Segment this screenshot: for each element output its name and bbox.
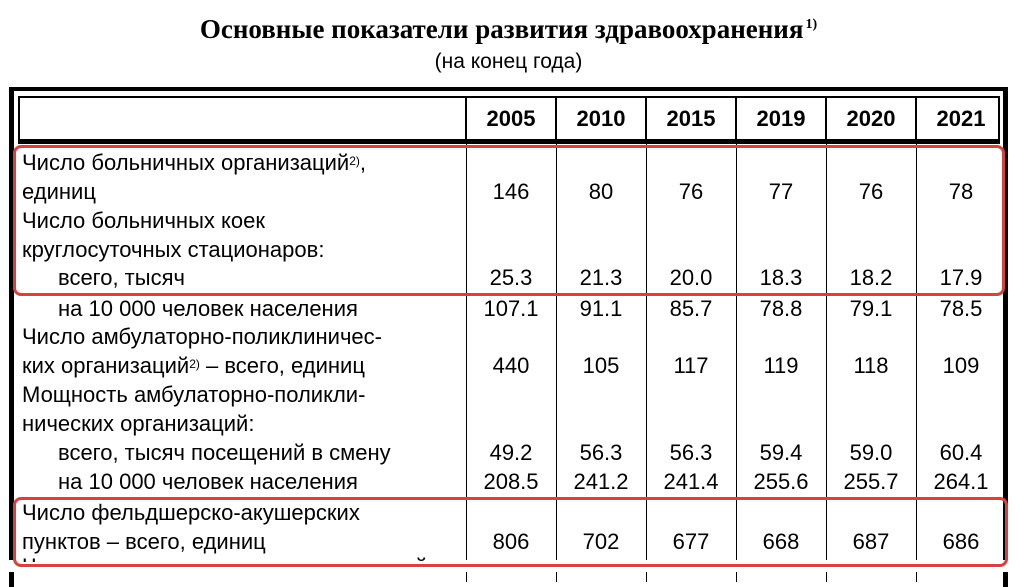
year-header: 2005 bbox=[486, 106, 536, 131]
table-cell: 107.1 bbox=[483, 296, 539, 321]
header-divider bbox=[735, 96, 737, 142]
row-label-feldsher-posts: Число фельдшерско-акушерских bbox=[22, 500, 360, 525]
table-cell: 687 bbox=[852, 529, 890, 554]
row-label-capacity: Мощность амбулаторно-поликли- bbox=[22, 382, 366, 407]
year-header: 2021 bbox=[936, 106, 986, 131]
row-label-capacity-cont: нических организаций: bbox=[22, 411, 255, 436]
header-divider bbox=[915, 96, 917, 142]
table-cell: 241.4 bbox=[663, 469, 719, 494]
header-divider bbox=[645, 96, 647, 142]
row-label-beds: Число больничных коек bbox=[22, 208, 265, 233]
header-rule bbox=[18, 141, 1000, 144]
table-cell: 241.2 bbox=[573, 469, 629, 494]
table-cell: 85.7 bbox=[669, 296, 713, 321]
page-title: Основные показатели развития здравоохран… bbox=[199, 14, 818, 44]
table-cell: 440 bbox=[492, 353, 530, 378]
table-cell: 56.3 bbox=[579, 440, 623, 465]
row-label-hospital-orgs-unit: единиц bbox=[22, 179, 96, 204]
column-divider bbox=[826, 142, 827, 582]
table-cell: 208.5 bbox=[483, 469, 539, 494]
table-cell: 18.2 bbox=[849, 265, 893, 290]
year-header: 2020 bbox=[846, 106, 896, 131]
row-label-hospital-orgs: Число больничных организаций2), bbox=[22, 150, 366, 175]
year-header: 2019 bbox=[756, 106, 806, 131]
row-label-feldsher-posts-cont: пунктов – всего, единиц bbox=[22, 529, 266, 554]
row-label-beds-cont: круглосуточных стационаров: bbox=[22, 237, 325, 262]
table-cell: 264.1 bbox=[933, 469, 989, 494]
table-cell: 119 bbox=[763, 353, 799, 378]
table-cell: 255.7 bbox=[843, 469, 899, 494]
page-subtitle: (на конец года) bbox=[434, 50, 583, 73]
table-cell: 255.6 bbox=[753, 469, 809, 494]
table-cell: 76 bbox=[678, 179, 704, 204]
row-label-beds-total: всего, тысяч bbox=[58, 265, 185, 290]
year-header: 2015 bbox=[666, 106, 716, 131]
table-cell: 146 bbox=[492, 179, 530, 204]
table-cell: 117 bbox=[673, 353, 709, 378]
table-cell: 49.2 bbox=[489, 440, 533, 465]
table-frame bbox=[9, 87, 1008, 587]
table-cell: 806 bbox=[492, 529, 530, 554]
cropped-row-label: Численность медицинских организаций bbox=[22, 553, 427, 562]
table-cell: 56.3 bbox=[669, 440, 713, 465]
table-cell: 118 bbox=[853, 353, 889, 378]
highlight-box-hospitals bbox=[13, 145, 1005, 296]
row-label-outpatient-orgs-cont: ких организаций2) – всего, единиц bbox=[22, 353, 365, 378]
header-divider bbox=[825, 96, 827, 142]
table-cell: 21.3 bbox=[579, 265, 623, 290]
column-divider bbox=[916, 142, 917, 582]
column-divider bbox=[646, 142, 647, 582]
table-cell: 18.3 bbox=[759, 265, 803, 290]
table-cell: 686 bbox=[942, 529, 980, 554]
table-cell: 76 bbox=[858, 179, 884, 204]
row-label-capacity-per-10000: на 10 000 человек населения bbox=[58, 469, 358, 494]
table-cell: 60.4 bbox=[939, 440, 983, 465]
table-cell: 25.3 bbox=[489, 265, 533, 290]
table-header bbox=[18, 96, 1000, 141]
table-cell: 702 bbox=[582, 529, 620, 554]
table-cell: 105 bbox=[582, 353, 620, 378]
table-cell: 20.0 bbox=[669, 265, 713, 290]
table-cell: 59.4 bbox=[759, 440, 803, 465]
highlight-box-feldsher bbox=[13, 497, 1008, 567]
title-footnote: 1) bbox=[805, 17, 818, 32]
table-cell: 77 bbox=[768, 179, 794, 204]
table-cell: 677 bbox=[672, 529, 710, 554]
table-cell: 78 bbox=[948, 179, 974, 204]
header-divider bbox=[555, 96, 557, 142]
row-label-beds-per-10000: на 10 000 человек населения bbox=[58, 296, 358, 321]
header-divider bbox=[465, 96, 467, 142]
table-cell: 17.9 bbox=[939, 265, 983, 290]
year-header: 2010 bbox=[576, 106, 626, 131]
table-cell: 668 bbox=[762, 529, 800, 554]
table-cell: 91.1 bbox=[579, 296, 623, 321]
row-label-capacity-total: всего, тысяч посещений в смену bbox=[58, 440, 391, 465]
column-divider bbox=[556, 142, 557, 582]
table-cell: 109 bbox=[942, 353, 980, 378]
table-cell: 59.0 bbox=[849, 440, 893, 465]
table-cell: 80 bbox=[588, 179, 614, 204]
table-cell: 78.5 bbox=[939, 296, 983, 321]
column-divider bbox=[466, 142, 467, 582]
column-divider bbox=[736, 142, 737, 582]
table-cell: 79.1 bbox=[849, 296, 893, 321]
table-cell: 78.8 bbox=[759, 296, 803, 321]
row-label-outpatient-orgs: Число амбулаторно-поликлиничес- bbox=[22, 324, 382, 349]
